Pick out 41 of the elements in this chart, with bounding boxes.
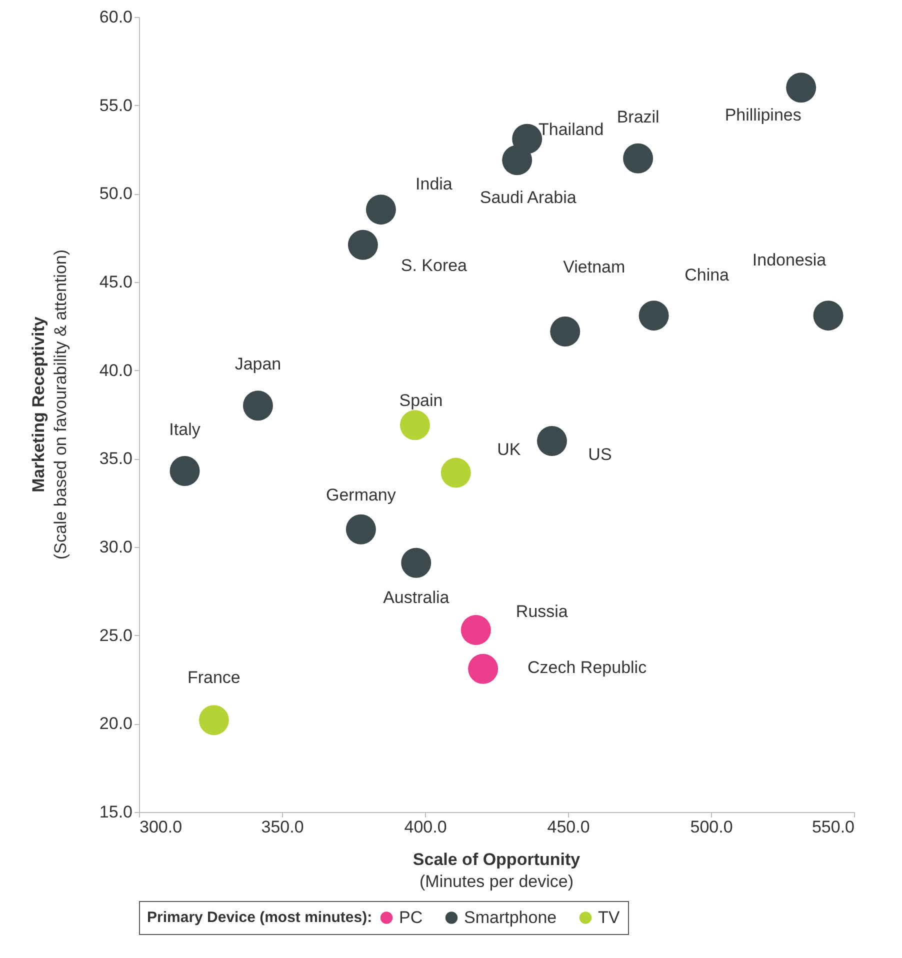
- y-axis-title: Marketing Receptivity (Scale based on favourability & attention): [29, 250, 70, 560]
- y-tick-label: 15.0: [99, 802, 132, 822]
- x-tick-label: 550.0: [812, 818, 854, 836]
- data-label: Japan: [234, 354, 282, 374]
- y-tick-label: 35.0: [99, 449, 132, 468]
- legend-label: PC: [399, 908, 423, 927]
- y-tick-label: 55.0: [99, 96, 132, 115]
- legend-label: Smartphone: [464, 908, 557, 927]
- y-tick-label: 30.0: [99, 538, 132, 556]
- data-label: Germany: [326, 485, 396, 504]
- data-label: Russia: [516, 602, 568, 622]
- data-label: Australia: [383, 588, 450, 607]
- data-label: Vietnam: [563, 257, 626, 276]
- y-tick-label: 60.0: [99, 8, 132, 26]
- x-tick-label: 350.0: [261, 818, 304, 836]
- data-label: S. Korea: [400, 256, 468, 275]
- data-label: UK: [497, 440, 522, 459]
- data-label: India: [416, 174, 453, 194]
- x-tick-label: 500.0: [690, 818, 733, 836]
- data-label: Czech Republic: [528, 658, 648, 677]
- y-tick-label: 45.0: [99, 272, 132, 292]
- x-tick-label: 400.0: [404, 818, 447, 836]
- y-tick-label: 25.0: [99, 626, 132, 645]
- data-label: France: [187, 668, 240, 688]
- data-label: China: [684, 266, 730, 285]
- legend-label: TV: [598, 908, 620, 927]
- x-tick-label: 450.0: [547, 818, 590, 836]
- data-label: Thailand: [538, 120, 604, 139]
- data-label: Phillipines: [724, 106, 802, 125]
- data-label: Brazil: [616, 107, 660, 126]
- y-tick-label: 50.0: [99, 184, 132, 204]
- data-label: Saudi Arabia: [480, 188, 577, 208]
- x-axis-title: Scale of Opportunity (Minutes per device): [412, 850, 581, 891]
- data-label: Indonesia: [752, 250, 827, 270]
- data-label: US: [588, 445, 612, 464]
- data-label: Italy: [169, 420, 201, 440]
- legend-title: Primary Device (most minutes):: [147, 909, 372, 926]
- data-label: Spain: [399, 391, 443, 410]
- y-tick-label: 40.0: [99, 360, 132, 380]
- y-tick-label: 20.0: [99, 714, 132, 734]
- x-tick-label: 300.0: [140, 818, 182, 836]
